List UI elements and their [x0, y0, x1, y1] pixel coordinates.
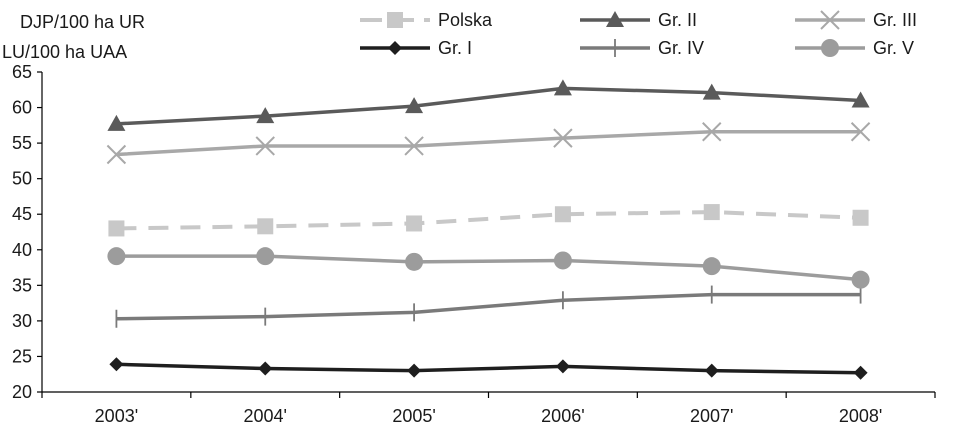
legend-item: Polska: [360, 10, 493, 30]
series-layer: [106, 79, 871, 380]
legend-item: Gr. IV: [580, 38, 704, 58]
marker-square: [387, 12, 403, 28]
marker-triangle: [606, 11, 624, 27]
marker-triangle: [851, 91, 870, 108]
y-ticks: 20 25 30 35 40 45 50 55 60 65: [12, 62, 42, 402]
marker-square: [852, 209, 869, 226]
y-tick-label: 50: [12, 169, 32, 189]
marker-triangle: [107, 114, 126, 131]
marker-circle: [405, 252, 424, 271]
marker-triangle: [256, 107, 275, 124]
marker-square: [108, 220, 125, 237]
y-tick-label: 25: [12, 346, 32, 366]
legend-item: Gr. II: [580, 10, 697, 30]
marker-diamond: [407, 363, 422, 378]
x-tick-label: 2008': [839, 406, 882, 426]
marker-square: [257, 218, 274, 235]
series-line: [116, 210, 861, 231]
legend-label: Gr. I: [438, 38, 472, 58]
marker-x: [820, 10, 840, 30]
marker-triangle: [405, 97, 424, 114]
series-gr-ii: [107, 79, 870, 131]
marker-diamond: [853, 365, 868, 380]
x-tick-label: 2005': [392, 406, 435, 426]
marker-circle: [702, 257, 721, 276]
series-line: [116, 254, 861, 282]
x-tick-label: 2007': [690, 406, 733, 426]
y-tick-label: 65: [12, 62, 32, 82]
series-gr-iv: [115, 285, 862, 328]
axes: 20 25 30 35 40 45 50 55 60 65 2003' 2004' 2005' 2006…: [12, 62, 936, 426]
marker-triangle: [702, 83, 721, 100]
x-tick-label: 2006': [541, 406, 584, 426]
marker-circle: [821, 39, 839, 57]
y-tick-label: 20: [12, 382, 32, 402]
series-gr-v: [107, 247, 870, 289]
marker-diamond: [704, 363, 719, 378]
y-tick-label: 60: [12, 98, 32, 118]
y-axis-label-line2: LU/100 ha UAA: [2, 42, 127, 62]
y-tick-label: 40: [12, 240, 32, 260]
series-gr-i: [109, 357, 868, 380]
marker-circle: [851, 270, 870, 289]
marker-square: [703, 204, 720, 221]
marker-circle: [107, 247, 126, 266]
legend-label: Gr. II: [658, 10, 697, 30]
y-tick-label: 55: [12, 133, 32, 153]
marker-x: [850, 122, 871, 142]
marker-square: [406, 215, 423, 232]
marker-x: [404, 136, 424, 156]
legend-label: Polska: [438, 10, 493, 30]
series-polska: [108, 204, 869, 237]
legend-label: Gr. IV: [658, 38, 704, 58]
legend-label: Gr. III: [873, 10, 917, 30]
marker-circle: [256, 247, 275, 266]
y-axis-label-line1: DJP/100 ha UR: [20, 12, 145, 32]
marker-diamond: [388, 41, 402, 55]
marker-x: [553, 128, 573, 148]
marker-diamond: [109, 357, 124, 372]
legend-label: Gr. V: [873, 38, 914, 58]
series-line: [116, 362, 861, 375]
y-tick-label: 35: [12, 275, 32, 295]
series-gr-iii: [106, 122, 871, 165]
marker-diamond: [258, 361, 273, 376]
x-ticks: 2003' 2004' 2005' 2006' 2007' 2008': [41, 392, 936, 426]
marker-square: [554, 206, 571, 223]
legend-item: Gr. V: [795, 38, 914, 58]
series-line: [116, 292, 861, 321]
marker-diamond: [555, 359, 570, 374]
marker-x: [106, 144, 127, 165]
legend-item: Gr. III: [795, 10, 917, 30]
series-line: [116, 86, 861, 126]
legend-item: Gr. I: [360, 38, 472, 58]
marker-triangle: [553, 79, 572, 96]
legend: Polska Gr. I Gr. II Gr. IV Gr. III Gr. V: [360, 10, 917, 58]
y-tick-label: 30: [12, 311, 32, 331]
marker-x: [702, 122, 722, 142]
x-tick-label: 2004': [244, 406, 287, 426]
series-line: [116, 129, 861, 157]
marker-circle: [553, 251, 572, 270]
marker-x: [255, 136, 275, 156]
y-tick-label: 45: [12, 204, 32, 224]
x-tick-label: 2003': [95, 406, 138, 426]
